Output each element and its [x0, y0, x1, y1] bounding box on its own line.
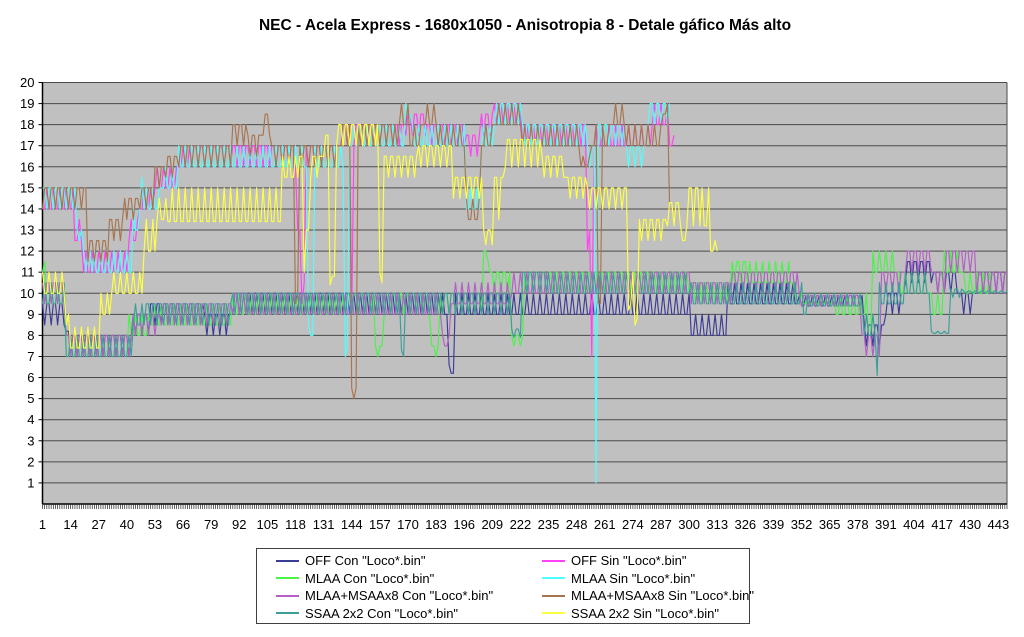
y-tick-label: 9: [27, 307, 34, 322]
y-tick-label: 11: [21, 265, 35, 280]
x-tick-label: 417: [931, 517, 953, 532]
x-tick-label: 391: [875, 517, 897, 532]
x-tick-label: 14: [63, 517, 77, 532]
legend-line-swatch: [542, 559, 565, 562]
x-tick-label: 157: [369, 517, 391, 532]
series-line-8: [41, 124, 718, 349]
legend-label: MLAA+MSAAx8 Sin "Loco*.bin": [571, 588, 755, 604]
x-tick-label: 326: [734, 517, 756, 532]
x-tick-label: 131: [313, 517, 335, 532]
y-tick-label: 13: [20, 223, 34, 238]
x-tick-label: 170: [397, 517, 419, 532]
legend-label: MLAA Con "Loco*.bin": [305, 570, 435, 586]
legend-item: MLAA Sin "Loco*.bin": [523, 570, 754, 588]
legend-label: OFF Sin "Loco*.bin": [571, 553, 687, 569]
y-tick-label: 16: [20, 159, 34, 174]
x-tick-label: 274: [622, 517, 644, 532]
x-tick-label: 430: [959, 517, 981, 532]
legend-label: SSAA 2x2 Sin "Loco*.bin": [571, 605, 719, 621]
y-tick-label: 8: [27, 328, 34, 343]
x-tick-label: 105: [257, 517, 279, 532]
legend-label: MLAA+MSAAx8 Con "Loco*.bin": [305, 588, 494, 604]
x-tick-label: 235: [538, 517, 560, 532]
legend-item: SSAA 2x2 Con "Loco*.bin": [257, 605, 523, 623]
y-tick-label: 5: [27, 391, 34, 406]
y-tick-label: 14: [20, 201, 34, 216]
y-tick-label: 18: [20, 117, 34, 132]
legend-items: OFF Con "Loco*.bin" OFF Sin "Loco*.bin" ML…: [257, 549, 754, 623]
x-tick-label: 27: [91, 517, 105, 532]
series-line-6: [41, 103, 672, 400]
y-tick-label: 19: [20, 96, 34, 111]
legend-box: OFF Con "Loco*.bin" OFF Sin "Loco*.bin" ML…: [256, 548, 754, 624]
legend-line-swatch: [276, 612, 299, 615]
x-tick-label: 365: [819, 517, 841, 532]
legend-line-swatch: [276, 559, 299, 562]
y-tick-label: 4: [27, 412, 34, 427]
x-tick-label: 300: [678, 517, 700, 532]
x-tick-label: 144: [341, 517, 363, 532]
legend-item: SSAA 2x2 Sin "Loco*.bin": [523, 605, 754, 623]
x-tick-label: 222: [510, 517, 532, 532]
series-line-5: [41, 250, 1007, 358]
legend-line-swatch: [276, 577, 299, 580]
chart-title: NEC - Acela Express - 1680x1050 - Anisot…: [258, 17, 792, 34]
y-tick-label: 7: [27, 349, 34, 364]
x-tick-label: 66: [176, 517, 190, 532]
legend-line-swatch: [542, 577, 565, 580]
x-tick-label: 443: [987, 517, 1009, 532]
x-tick-label: 248: [566, 517, 588, 532]
x-tick-label: 339: [763, 517, 785, 532]
x-tick-label: 261: [594, 517, 616, 532]
x-tick-label: 209: [481, 517, 503, 532]
y-tick-label: 15: [20, 180, 34, 195]
legend-line-swatch: [542, 594, 565, 597]
y-tick-label: 20: [20, 75, 34, 90]
x-tick-label: 40: [120, 517, 134, 532]
y-tick-label: 17: [20, 138, 34, 153]
y-tick-label: 1: [27, 475, 34, 490]
x-tick-label: 404: [903, 517, 925, 532]
x-tick-label: 196: [453, 517, 475, 532]
y-tick-label: 10: [20, 286, 34, 301]
legend-label: OFF Con "Loco*.bin": [305, 553, 426, 569]
x-tick-label: 287: [650, 517, 672, 532]
legend-item: MLAA+MSAAx8 Con "Loco*.bin": [257, 587, 523, 605]
y-tick-label: 6: [27, 370, 34, 385]
legend-item: MLAA+MSAAx8 Sin "Loco*.bin": [523, 587, 754, 605]
x-tick-label: 352: [791, 517, 813, 532]
x-tick-label: 79: [204, 517, 218, 532]
legend-line-swatch: [542, 612, 565, 615]
y-tick-label: 3: [27, 433, 34, 448]
x-tick-label: 92: [232, 517, 246, 532]
legend-label: SSAA 2x2 Con "Loco*.bin": [305, 605, 459, 621]
y-tick-label: 12: [20, 244, 34, 259]
legend-item: MLAA Con "Loco*.bin": [257, 570, 523, 588]
x-tick-label: 1: [39, 517, 46, 532]
legend-item: OFF Con "Loco*.bin": [257, 552, 523, 570]
legend-item: OFF Sin "Loco*.bin": [523, 552, 754, 570]
x-tick-label: 118: [285, 517, 306, 532]
x-tick-label: 378: [847, 517, 869, 532]
x-tick-label: 53: [148, 517, 162, 532]
x-tick-label: 183: [425, 517, 447, 532]
series-line-7: [41, 271, 1008, 376]
y-tick-label: 2: [27, 454, 34, 469]
legend-label: MLAA Sin "Loco*.bin": [571, 570, 696, 586]
legend-line-swatch: [276, 594, 299, 597]
x-tick-label: 313: [706, 517, 728, 532]
